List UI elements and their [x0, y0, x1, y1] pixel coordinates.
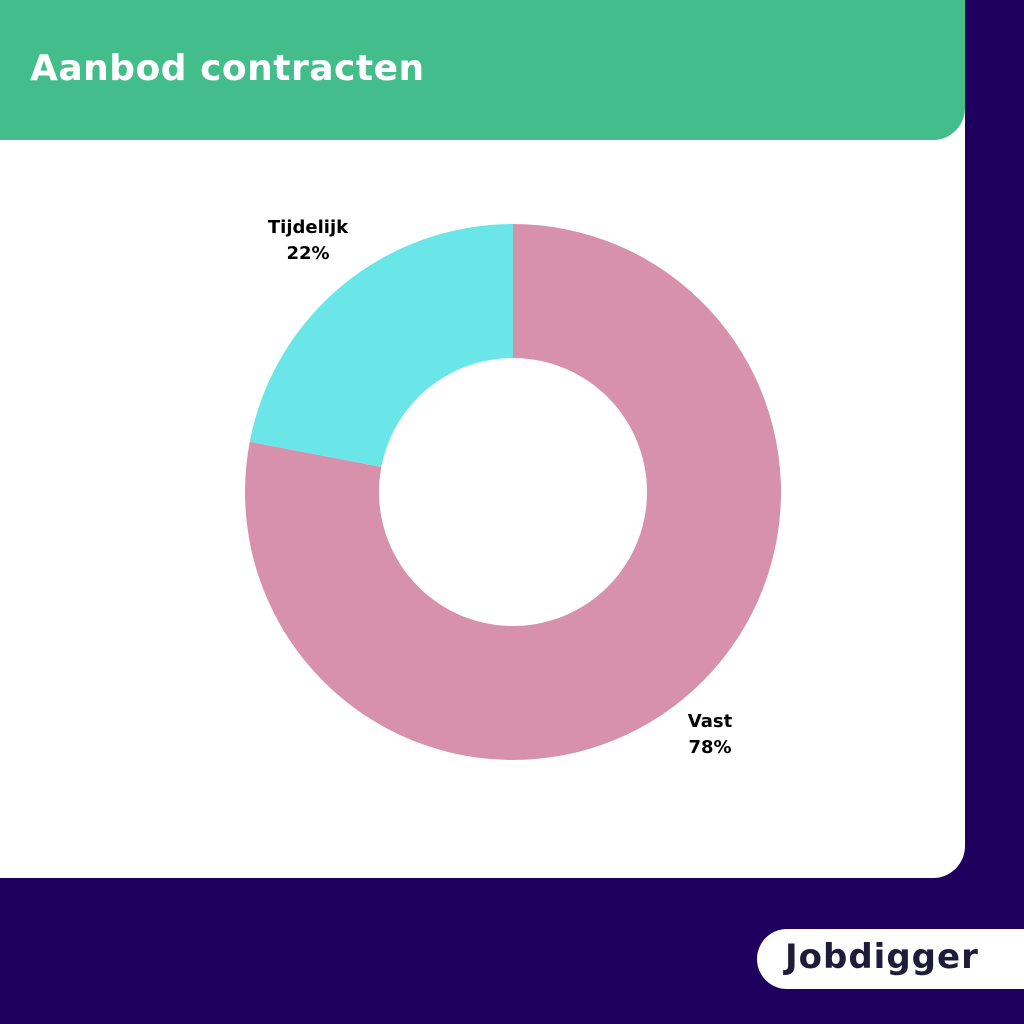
jobdigger-logo: Jobdigger [785, 937, 979, 977]
slice-value-tijdelijk: 22% [286, 243, 329, 264]
slice-label-vast: Vast [688, 711, 733, 732]
slice-label-tijdelijk: Tijdelijk [268, 217, 349, 238]
header-banner: Aanbod contracten [0, 0, 965, 140]
slice-value-vast: 78% [688, 737, 731, 758]
chart-title: Aanbod contracten [30, 48, 425, 89]
slice-tijdelijk [249, 224, 513, 467]
logo-badge: Jobdigger [757, 929, 1024, 989]
slice-vast [244, 224, 781, 761]
